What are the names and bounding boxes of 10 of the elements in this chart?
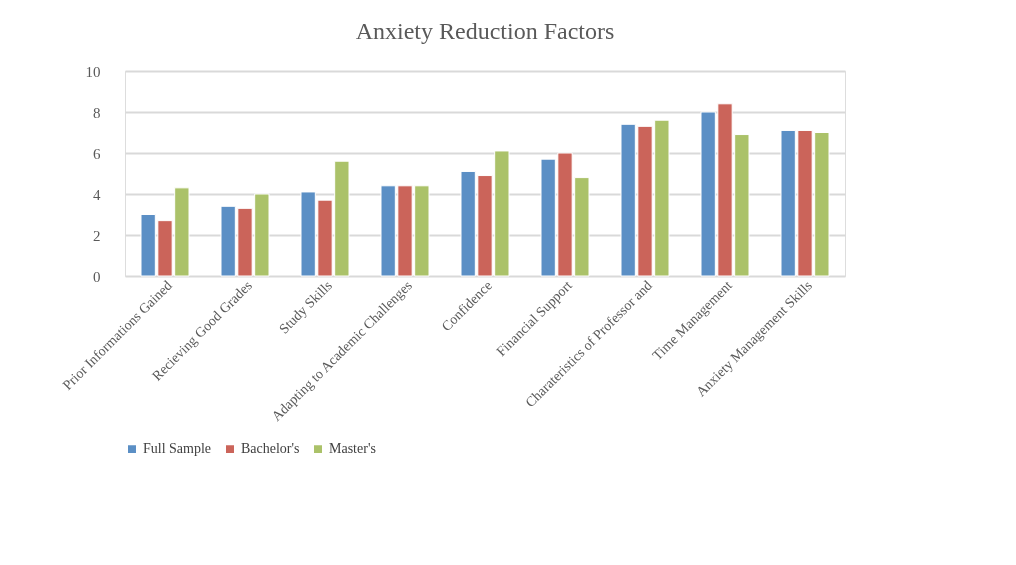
chart-title: Anxiety Reduction Factors (355, 18, 615, 44)
y-tick-label: 2 (93, 227, 101, 244)
y-tick-label: 10 (85, 63, 101, 80)
legend-label: Full Sample (143, 441, 212, 457)
y-tick-label: 0 (93, 268, 101, 285)
y-tick-label: 8 (93, 104, 101, 121)
y-tick-label: 4 (93, 186, 101, 203)
legend-label: Bachelor's (241, 441, 300, 457)
legend-label: Master's (329, 441, 376, 457)
y-tick-label: 6 (93, 145, 101, 162)
